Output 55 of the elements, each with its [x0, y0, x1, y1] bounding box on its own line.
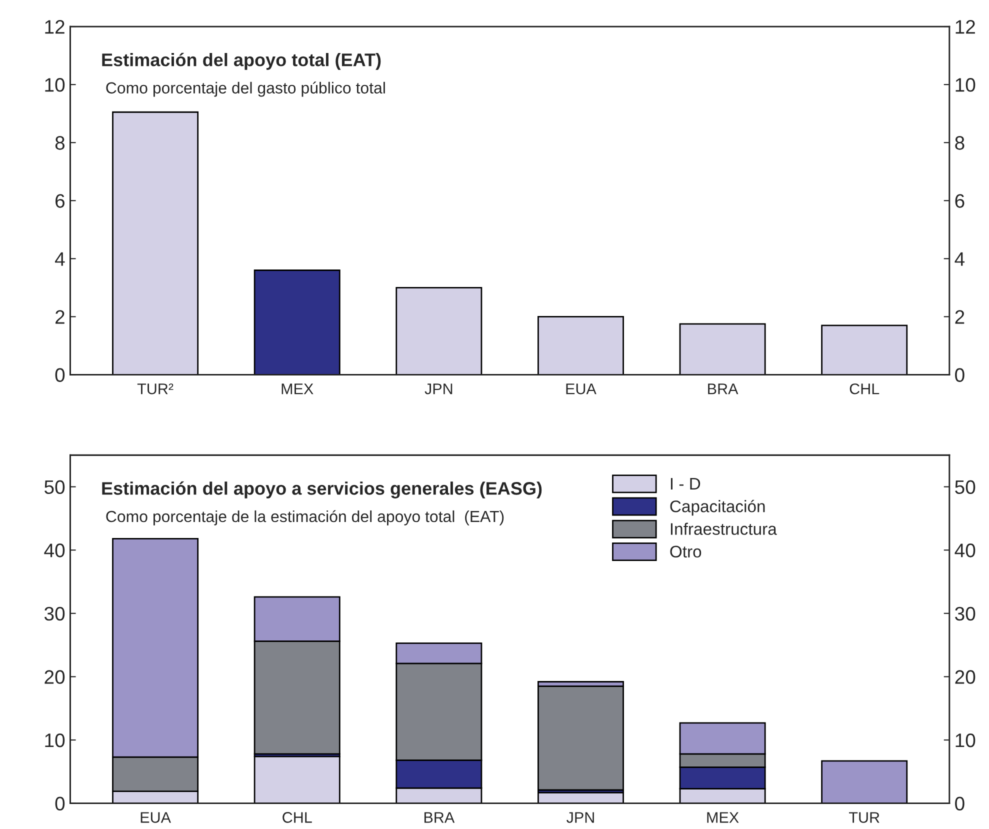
- x-tick-label: CHL: [282, 812, 312, 823]
- text: Como porcentaje de la estimación del apoyo total (EAT): [106, 510, 504, 526]
- y2-tick-label: 10: [956, 78, 976, 92]
- y-tick-label: 50: [44, 480, 65, 494]
- y-tick-label: 30: [44, 606, 65, 621]
- bar: [537, 685, 624, 791]
- bar: [679, 323, 766, 375]
- legend-label: Infraestructura: [670, 522, 777, 535]
- y2-tick-label: 12: [956, 20, 975, 34]
- x-tick-label: BRA: [424, 812, 455, 823]
- text: Estimación del apoyo a servicios generales (EASG): [102, 481, 542, 498]
- y-tick-label: 10: [45, 78, 65, 92]
- y2-tick-label: 40: [954, 544, 976, 558]
- y2-tick-label: 30: [955, 606, 976, 621]
- x-tick-label: TUR: [849, 812, 880, 823]
- bar: [112, 111, 199, 375]
- x-tick-label: EUA: [566, 384, 596, 394]
- x-tick-label: MEX: [707, 812, 739, 823]
- y2-tick-label: 10: [956, 733, 976, 748]
- legend-label: Otro: [670, 546, 702, 558]
- y2-tick-label: 8: [955, 136, 964, 150]
- y-tick-label: 0: [55, 368, 65, 382]
- bar: [254, 756, 340, 804]
- x-tick-label: BRA: [708, 384, 738, 394]
- x-tick-label: TUR²: [137, 384, 174, 394]
- y2-tick-label: 6: [955, 194, 964, 208]
- y2-tick-label: 20: [955, 670, 976, 684]
- x-tick-label: CHL: [850, 383, 880, 394]
- y-tick-label: 2: [56, 310, 64, 324]
- y-tick-label: 12: [45, 20, 64, 34]
- y-tick-label: 8: [55, 136, 65, 150]
- x-tick-label: MEX: [282, 384, 314, 394]
- x-tick-label: JPN: [424, 384, 452, 394]
- legend-label: Capacitación: [670, 500, 765, 516]
- bar: [821, 324, 908, 375]
- y-tick-label: 40: [44, 544, 65, 558]
- y2-tick-label: 2: [955, 310, 964, 324]
- y2-tick-label: 4: [954, 252, 965, 266]
- bar: [821, 760, 908, 804]
- bar: [537, 316, 624, 375]
- bar: [396, 286, 482, 375]
- y2-tick-label: 0: [955, 796, 964, 811]
- x-tick-label: EUA: [140, 812, 171, 823]
- y2-tick-label: 0: [955, 368, 964, 382]
- x-tick-label: JPN: [566, 812, 594, 823]
- y-tick-label: 10: [45, 733, 65, 748]
- text: Como porcentaje del gasto público total: [106, 82, 385, 97]
- text: Estimación del apoyo total (EAT): [102, 52, 381, 70]
- y-tick-label: 6: [56, 194, 65, 208]
- y-tick-label: 0: [55, 796, 65, 811]
- legend-label: I - D: [670, 478, 700, 490]
- y-tick-label: 4: [54, 252, 65, 266]
- y2-tick-label: 50: [955, 480, 976, 494]
- y-tick-label: 20: [44, 670, 65, 684]
- bar: [254, 270, 340, 375]
